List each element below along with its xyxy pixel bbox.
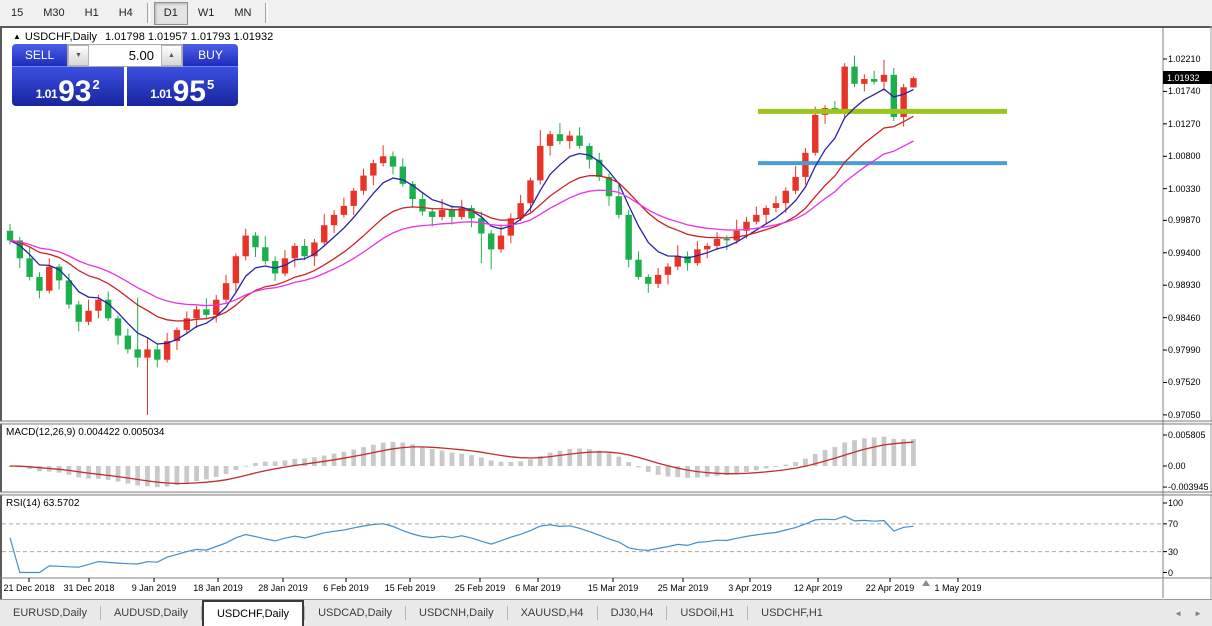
tab-separator [405,606,407,620]
toolbar-separator [146,3,150,23]
buy-price-prefix: 1.01 [150,87,172,101]
timeframe-toolbar: 15 M30 H1 H4 D1 W1 MN [0,0,1212,26]
buy-price-display[interactable]: 1.01 95 5 [126,67,238,108]
buy-button[interactable]: BUY [183,44,238,67]
sell-button[interactable]: SELL [12,44,67,67]
toolbar-separator [265,3,269,23]
sell-price-display[interactable]: 1.01 93 2 [12,67,124,108]
timeframe-d1[interactable]: D1 [153,1,188,25]
tab-eurusd-daily[interactable]: EURUSD,Daily [13,607,87,619]
tab-scroll-controls: ◄ ► [1174,600,1212,626]
tab-usdoil-h1[interactable]: USDOil,H1 [680,607,735,619]
tab-separator [666,606,668,620]
volume-control: ▼ 5.00 ▲ [67,44,183,67]
timeframe-h4[interactable]: H4 [118,7,133,19]
timeframe-h1[interactable]: H1 [84,7,99,19]
tab-xauusd-h4[interactable]: XAUUSD,H4 [520,607,584,619]
buy-price-pips: 95 [172,75,206,108]
volume-increase-button[interactable]: ▲ [161,45,182,66]
volume-input[interactable]: 5.00 [128,48,154,63]
tab-scroll-left-icon[interactable]: ◄ [1174,608,1183,618]
tab-usdcnh-daily[interactable]: USDCNH,Daily [419,607,494,619]
tab-separator [596,606,598,620]
tab-usdchf-h1[interactable]: USDCHF,H1 [761,607,823,619]
tab-separator [747,606,749,620]
timeframe-mn[interactable]: MN [234,7,252,19]
timeframe-m30[interactable]: M30 [43,7,65,19]
sell-price-prefix: 1.01 [35,87,58,101]
symbol-tab-bar: EURUSD,Daily AUDUSD,Daily USDCHF,Daily USDC… [0,599,1212,626]
rsi-group [2,515,1162,574]
tab-separator [99,606,101,620]
volume-decrease-button[interactable]: ▼ [68,45,89,66]
one-click-trade-panel: SELL ▼ 5.00 ▲ BUY 1.01 93 2 1.01 95 5 [12,44,238,108]
tab-separator [200,606,202,620]
tab-usdchf-daily[interactable]: USDCHF,Daily [201,600,305,626]
buy-price-point: 5 [207,77,215,92]
sell-price-point: 2 [92,77,100,92]
tab-usdcad-daily[interactable]: USDCAD,Daily [318,607,393,619]
tab-scroll-right-icon[interactable]: ► [1194,608,1202,618]
tab-dj30-h4[interactable]: DJ30,H4 [610,607,654,619]
tab-separator [506,606,508,620]
timeframe-w1[interactable]: W1 [197,7,215,19]
sell-price-pips: 93 [58,75,92,108]
timeframe-15[interactable]: 15 [11,7,24,19]
macd-group [7,436,916,488]
tab-separator [304,606,306,620]
candles-group [6,55,1007,415]
tab-audusd-daily[interactable]: AUDUSD,Daily [113,607,188,619]
